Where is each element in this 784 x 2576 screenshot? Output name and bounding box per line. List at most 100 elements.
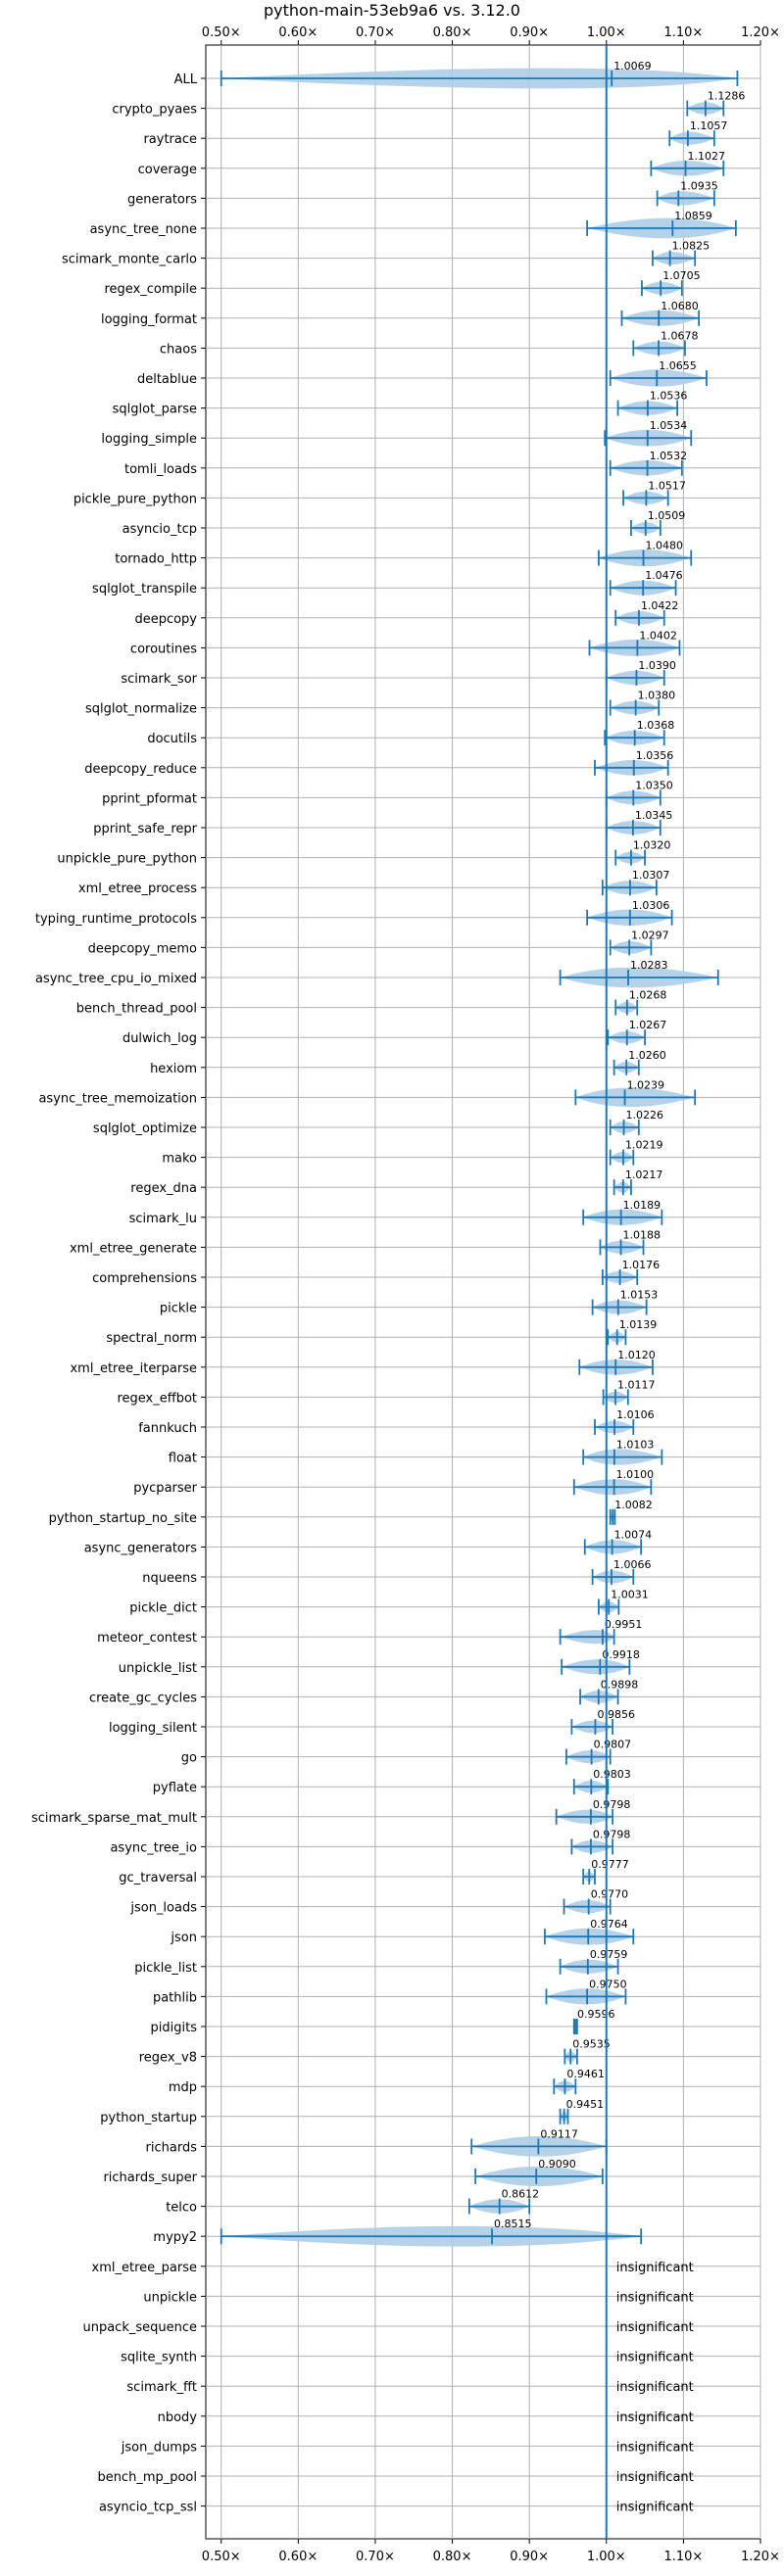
value-label: 0.9803: [593, 1768, 631, 1781]
value-label: 1.0188: [623, 1228, 662, 1241]
value-label: 1.0320: [633, 839, 671, 852]
y-tick-label: scimark_monte_carlo: [62, 253, 197, 267]
x-tick-label-bottom: 1.10×: [663, 2550, 703, 2564]
y-tick-label: generators: [127, 192, 197, 207]
y-tick-label: async_tree_memoization: [38, 1091, 197, 1106]
y-tick-label: xml_etree_generate: [70, 1241, 197, 1256]
value-label: 1.0306: [632, 899, 670, 912]
y-tick-label: python_startup: [100, 2111, 197, 2125]
y-tick-label: fannkuch: [138, 1421, 197, 1436]
y-tick-label: sqlglot_normalize: [85, 702, 197, 717]
y-tick-label: xml_etree_iterparse: [70, 1361, 197, 1376]
value-label: 1.0476: [645, 569, 683, 582]
value-label: 1.0267: [629, 1019, 667, 1031]
value-label: 1.0536: [650, 390, 688, 403]
y-tick-label: mdp: [169, 2080, 197, 2095]
y-tick-label: coroutines: [130, 642, 197, 656]
y-tick-label: logging_simple: [101, 432, 197, 447]
y-tick-label: logging_silent: [109, 1721, 197, 1736]
y-tick-label: richards: [146, 2140, 198, 2155]
value-label: 1.0368: [637, 719, 675, 732]
value-label: 1.0534: [650, 419, 688, 432]
y-tick-label: unpickle_pure_python: [57, 852, 197, 867]
x-tick-label-bottom: 0.70×: [356, 2550, 395, 2564]
y-tick-label: ALL: [174, 72, 198, 87]
value-label: 1.0283: [630, 959, 668, 972]
value-label: 0.9535: [572, 2038, 611, 2051]
value-label: 1.0655: [659, 359, 697, 372]
x-tick-label-bottom: 1.20×: [741, 2550, 780, 2564]
x-tick-label-top: 1.00×: [587, 25, 626, 40]
value-label: 0.9918: [602, 1648, 640, 1661]
insignificant-label: insignificant: [616, 2261, 694, 2275]
y-tick-label: scimark_lu: [129, 1212, 197, 1226]
insignificant-label: insignificant: [616, 2320, 694, 2335]
value-label: 1.0066: [613, 1558, 652, 1571]
value-label: 1.1027: [688, 150, 726, 163]
x-tick-label-top: 0.50×: [202, 25, 241, 40]
y-tick-label: crypto_pyaes: [112, 103, 197, 118]
value-label: 1.0117: [617, 1378, 656, 1391]
insignificant-label: insignificant: [616, 2470, 694, 2485]
y-tick-label: nqueens: [142, 1571, 197, 1586]
y-tick-label: float: [169, 1452, 197, 1466]
y-tick-label: xml_etree_parse: [92, 2261, 197, 2275]
x-tick-label-bottom: 0.50×: [202, 2550, 241, 2564]
y-tick-label: sqlglot_parse: [113, 403, 197, 417]
y-tick-label: telco: [166, 2201, 197, 2216]
value-label: 1.0680: [661, 300, 699, 312]
y-tick-label: raytrace: [143, 132, 197, 147]
y-tick-label: spectral_norm: [106, 1331, 197, 1346]
value-label: 1.0390: [638, 659, 676, 672]
value-label: 1.0307: [632, 869, 670, 882]
y-tick-label: gc_traversal: [119, 1871, 197, 1885]
x-tick-label-top: 1.10×: [663, 25, 703, 40]
value-label: 1.0859: [674, 210, 712, 222]
y-tick-label: scimark_sparse_mat_mult: [31, 1811, 197, 1826]
y-tick-label: go: [181, 1751, 197, 1766]
value-label: 0.9856: [597, 1708, 635, 1721]
y-tick-label: pidigits: [151, 2021, 198, 2035]
y-tick-label: pyflate: [153, 1781, 197, 1795]
value-label: 1.0226: [626, 1109, 664, 1121]
y-tick-label: create_gc_cycles: [89, 1691, 197, 1705]
y-tick-label: tornado_http: [115, 552, 197, 567]
y-tick-label: json_loads: [129, 1901, 197, 1916]
value-label: 0.9807: [594, 1739, 632, 1751]
y-tick-label: pickle_pure_python: [74, 492, 197, 506]
value-label: 0.9596: [577, 2008, 615, 2021]
y-tick-label: sqlite_synth: [121, 2351, 197, 2365]
value-label: 0.9451: [566, 2098, 605, 2111]
y-tick-label: sqlglot_optimize: [93, 1121, 197, 1136]
value-label: 1.0120: [617, 1349, 656, 1361]
value-label: 1.0219: [625, 1139, 663, 1152]
y-tick-label: regex_dna: [130, 1181, 197, 1196]
value-label: 1.0074: [614, 1528, 653, 1541]
value-label: 1.0103: [616, 1439, 655, 1452]
y-tick-label: async_tree_io: [110, 1840, 197, 1855]
y-tick-label: regex_compile: [104, 282, 197, 297]
y-tick-label: docutils: [147, 732, 197, 746]
value-label: 0.9117: [540, 2127, 578, 2140]
y-tick-label: python_startup_no_site: [49, 1511, 197, 1526]
y-tick-label: pickle_list: [134, 1961, 197, 1976]
y-tick-label: comprehensions: [92, 1271, 197, 1286]
value-label: 1.0825: [672, 240, 710, 253]
y-tick-label: unpack_sequence: [82, 2320, 197, 2335]
y-tick-label: pycparser: [133, 1481, 197, 1496]
y-tick-label: chaos: [160, 342, 197, 357]
x-tick-label-bottom: 1.00×: [587, 2550, 626, 2564]
y-tick-label: pathlib: [153, 1990, 197, 2005]
value-label: 0.9770: [591, 1888, 629, 1901]
value-label: 1.0532: [650, 450, 688, 462]
value-label: 1.0082: [614, 1499, 653, 1511]
value-label: 1.0356: [636, 749, 674, 762]
value-label: 1.0480: [646, 540, 684, 552]
value-label: 1.0139: [619, 1318, 658, 1331]
x-tick-label-top: 0.80×: [433, 25, 472, 40]
value-label: 1.0069: [613, 60, 652, 72]
y-tick-label: tomli_loads: [124, 462, 197, 477]
y-tick-label: typing_runtime_protocols: [35, 912, 197, 927]
value-label: 1.0153: [620, 1289, 659, 1302]
y-tick-label: bench_thread_pool: [76, 1002, 197, 1017]
